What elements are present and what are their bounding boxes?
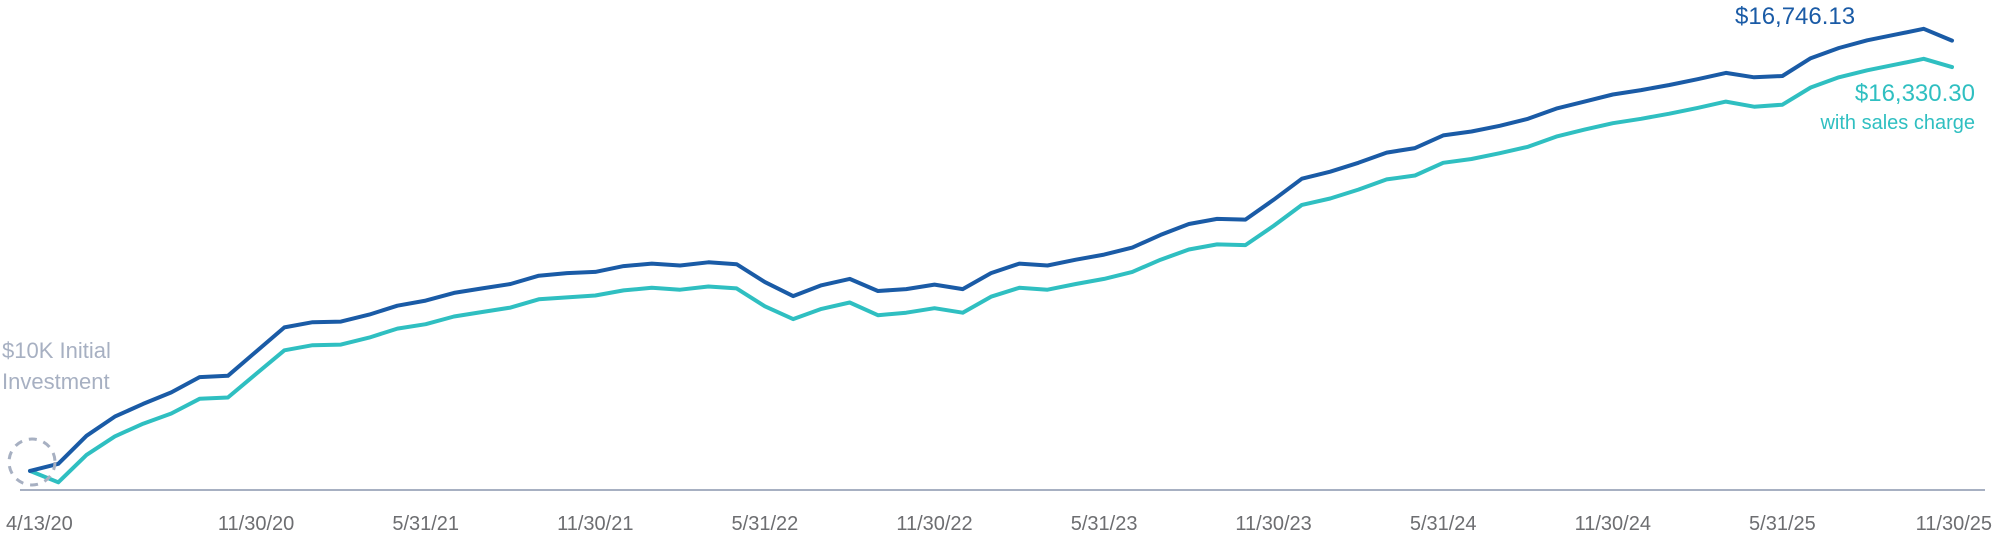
x-tick-label: 11/30/21 — [557, 513, 633, 535]
initial-investment-label-line1: $10K Initial — [2, 338, 111, 363]
series-layer — [28, 26, 1954, 485]
x-tick-label: 5/31/25 — [1749, 513, 1816, 535]
x-tick-label: 5/31/24 — [1410, 513, 1477, 535]
x-tick-label: 11/30/25 — [1916, 513, 1992, 535]
end-value-label-with-sales-charge: $16,330.30 — [1855, 80, 1975, 107]
x-tick-label: 5/31/23 — [1071, 513, 1138, 535]
x-tick-label: 5/31/22 — [732, 513, 799, 535]
end-value-label-without-sales-charge: $16,746.13 — [1735, 3, 1855, 30]
x-tick-label: 11/30/22 — [896, 513, 972, 535]
x-tick-label: 11/30/23 — [1235, 513, 1311, 535]
series-line-without-sales-charge — [28, 26, 1954, 473]
x-tick-label: 11/30/20 — [218, 513, 294, 535]
x-tick-label: 4/13/20 — [6, 513, 73, 535]
x-tick-label: 11/30/24 — [1575, 513, 1651, 535]
with-sales-charge-label: with sales charge — [1819, 112, 1975, 134]
x-tick-labels: 4/13/20 11/30/20 5/31/21 11/30/21 5/31/22 11/… — [6, 513, 1992, 535]
initial-investment-label-line2: Investment — [2, 369, 110, 394]
series-line-with-sales-charge — [28, 56, 1954, 485]
x-tick-label: 5/31/21 — [392, 513, 459, 535]
initial-investment-marker — [7, 437, 57, 487]
